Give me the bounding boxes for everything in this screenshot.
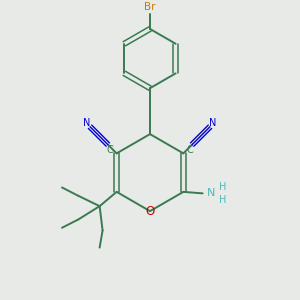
Text: N: N [83,118,91,128]
Text: C: C [107,145,114,155]
Text: O: O [146,205,154,218]
Text: H: H [219,195,226,205]
Text: H: H [219,182,226,192]
Text: Br: Br [144,2,156,12]
Text: N: N [206,188,215,198]
Text: C: C [186,145,193,155]
Text: N: N [209,118,217,128]
